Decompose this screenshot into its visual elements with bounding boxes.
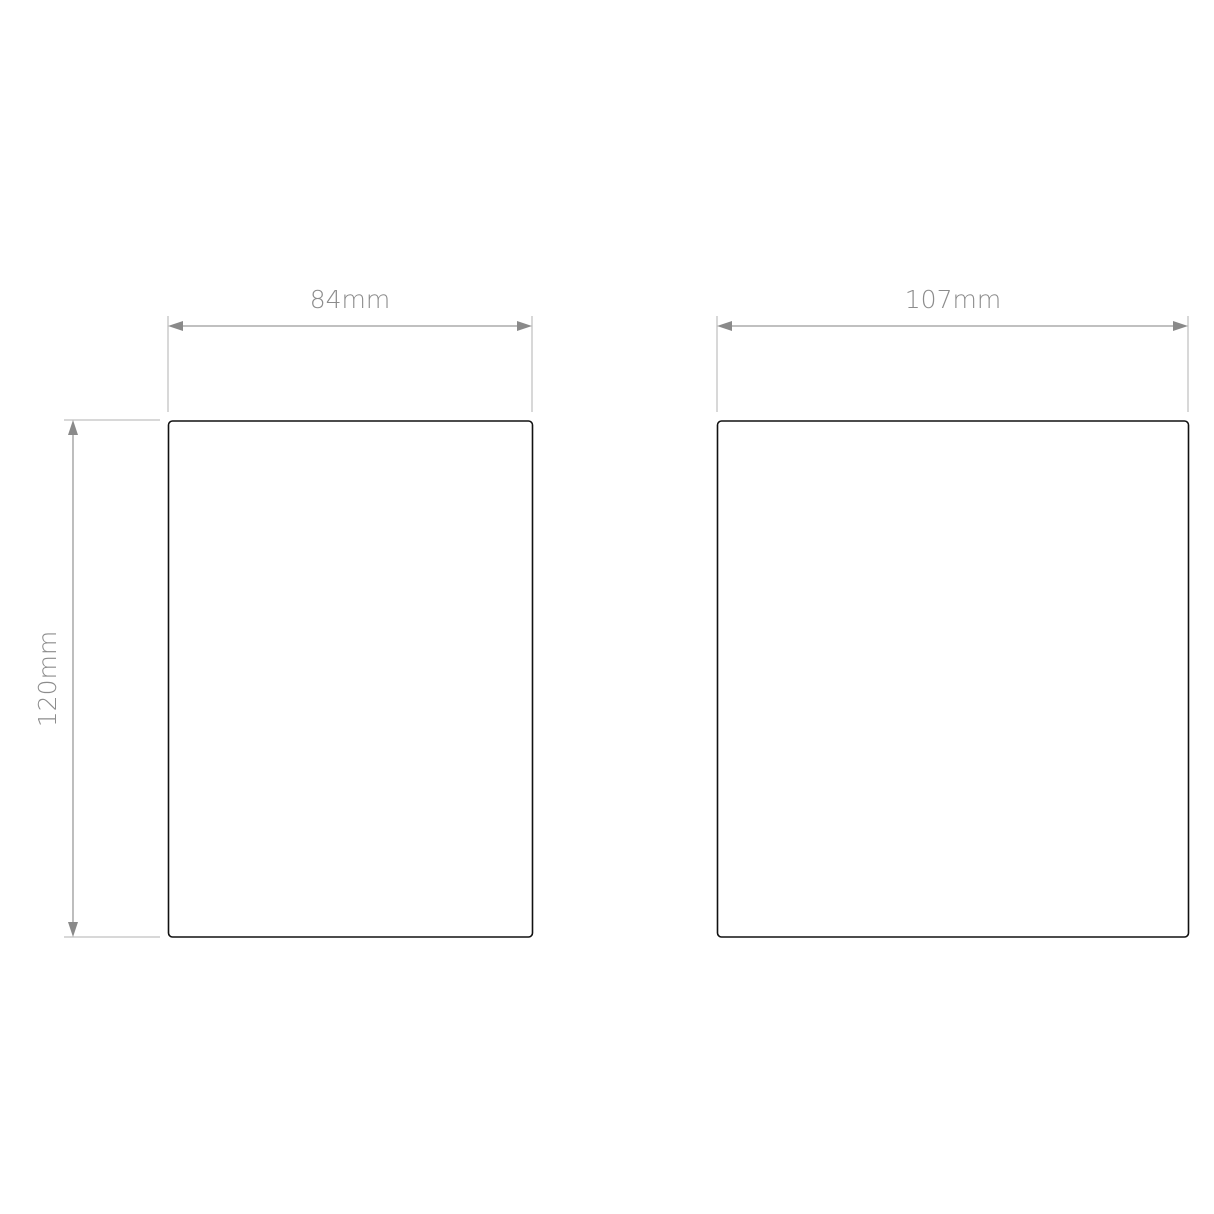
right-width-dimension: 107mm bbox=[716, 285, 1189, 412]
left-width-label: 84mm bbox=[310, 285, 391, 314]
right-box-outline bbox=[716, 420, 1190, 938]
right-width-label: 107mm bbox=[905, 285, 1001, 314]
height-dimension: 120mm bbox=[33, 419, 160, 938]
left-box-outline bbox=[167, 420, 534, 938]
height-label: 120mm bbox=[33, 631, 62, 727]
left-width-dimension: 84mm bbox=[167, 285, 533, 412]
